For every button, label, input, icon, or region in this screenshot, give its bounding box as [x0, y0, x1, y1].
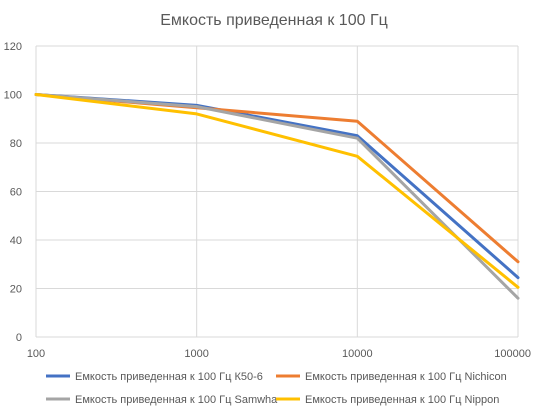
y-tick-label: 100: [4, 90, 22, 102]
x-tick-label: 100000: [494, 348, 531, 360]
x-tick-label: 1000: [184, 348, 208, 360]
y-tick-label: 40: [10, 235, 22, 247]
series-line: [34, 93, 520, 289]
y-tick-label: 120: [4, 41, 22, 53]
x-axis-ticks: 100 1000 10000 100000: [27, 348, 531, 360]
y-tick-label: 60: [10, 187, 22, 199]
x-tick-label: 100: [27, 348, 45, 360]
chart-title: Емкость приведенная к 100 Гц: [160, 12, 388, 29]
legend-label: Емкость приведенная к 100 Гц Samwha: [75, 394, 278, 406]
legend-label: Емкость приведенная к 100 Гц Nichicon: [305, 371, 507, 383]
y-axis-ticks: 0 20 40 60 80 100 120: [4, 41, 22, 344]
y-tick-label: 20: [10, 284, 22, 296]
y-tick-label: 0: [16, 332, 22, 344]
legend: Емкость приведенная к 100 Гц К50-6 Емкост…: [46, 371, 507, 406]
series-lines: [34, 93, 520, 300]
gridlines: [35, 45, 519, 338]
legend-label: Емкость приведенная к 100 Гц К50-6: [75, 371, 263, 383]
y-tick-label: 80: [10, 138, 22, 150]
series-line: [34, 93, 520, 300]
legend-label: Емкость приведенная к 100 Гц Nippon: [305, 394, 499, 406]
x-tick-label: 10000: [342, 348, 373, 360]
